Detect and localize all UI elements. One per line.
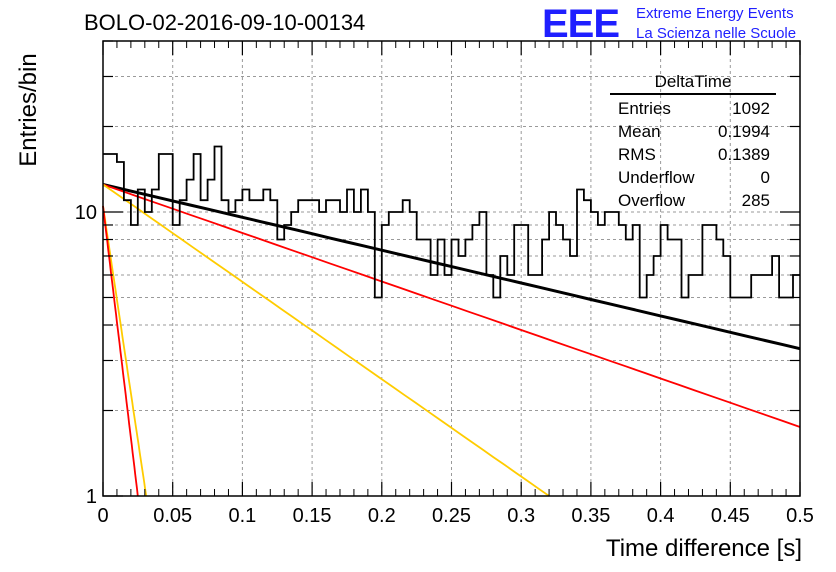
page-title: BOLO-02-2016-09-10-00134 — [84, 10, 366, 35]
x-tick-label: 0.2 — [368, 505, 396, 527]
stats-value: 285 — [741, 191, 770, 210]
stats-row: Underflow 0 — [610, 166, 776, 189]
logo-caption: Extreme Energy Events La Scienza nelle S… — [636, 4, 796, 44]
stats-title: DeltaTime — [610, 72, 776, 95]
stats-value: 1092 — [732, 99, 770, 118]
x-tick-label: 0.25 — [432, 505, 471, 527]
x-tick-label: 0.15 — [293, 505, 332, 527]
x-tick-label: 0.5 — [786, 505, 814, 527]
stats-box: DeltaTime Entries 1092 Mean 0.1994 RMS 0.13… — [610, 72, 776, 212]
x-tick-label: 0.35 — [571, 505, 610, 527]
stats-value: 0.1994 — [718, 122, 770, 141]
x-axis-label: Time difference [s] — [605, 535, 802, 562]
fit-curve — [102, 205, 139, 497]
x-tick-label: 0 — [97, 505, 108, 527]
logo-caption-line1: Extreme Energy Events — [636, 5, 794, 22]
stats-row: Mean 0.1994 — [610, 120, 776, 143]
tick-labels: 0 0.05 0.1 0.15 0.2 0.25 0.3 0.35 0.4 0.45 0.5 1 10 — [75, 202, 814, 527]
x-tick-label: 0.4 — [647, 505, 675, 527]
y-axis-label: Entries/bin — [15, 53, 42, 167]
stats-value: 0 — [760, 168, 770, 187]
x-tick-label: 0.1 — [228, 505, 256, 527]
fit-curve — [102, 183, 801, 428]
y-tick-label: 1 — [86, 486, 97, 508]
x-tick-label: 0.3 — [507, 505, 535, 527]
histogram-series — [103, 145, 800, 299]
logo-caption-line2: La Scienza nelle Scuole — [636, 25, 797, 42]
stats-label: Underflow — [618, 168, 695, 187]
x-tick-label: 0.45 — [711, 505, 750, 527]
histogram-line — [103, 145, 800, 299]
stats-row: RMS 0.1389 — [610, 143, 776, 166]
stats-label: Overflow — [618, 191, 686, 210]
stats-label: RMS — [618, 145, 656, 164]
stats-label: Entries — [618, 99, 671, 118]
axis-ticks — [102, 40, 801, 497]
stats-row: Overflow 285 — [610, 189, 776, 212]
eee-logo: EEE — [542, 2, 620, 46]
stats-value: 0.1389 — [718, 145, 770, 164]
y-tick-label: 10 — [75, 202, 97, 224]
stats-label: Mean — [618, 122, 661, 141]
x-tick-label: 0.05 — [153, 505, 192, 527]
fit-curve — [102, 183, 550, 497]
fit-curve — [102, 205, 148, 497]
stats-row: Entries 1092 — [610, 97, 776, 120]
